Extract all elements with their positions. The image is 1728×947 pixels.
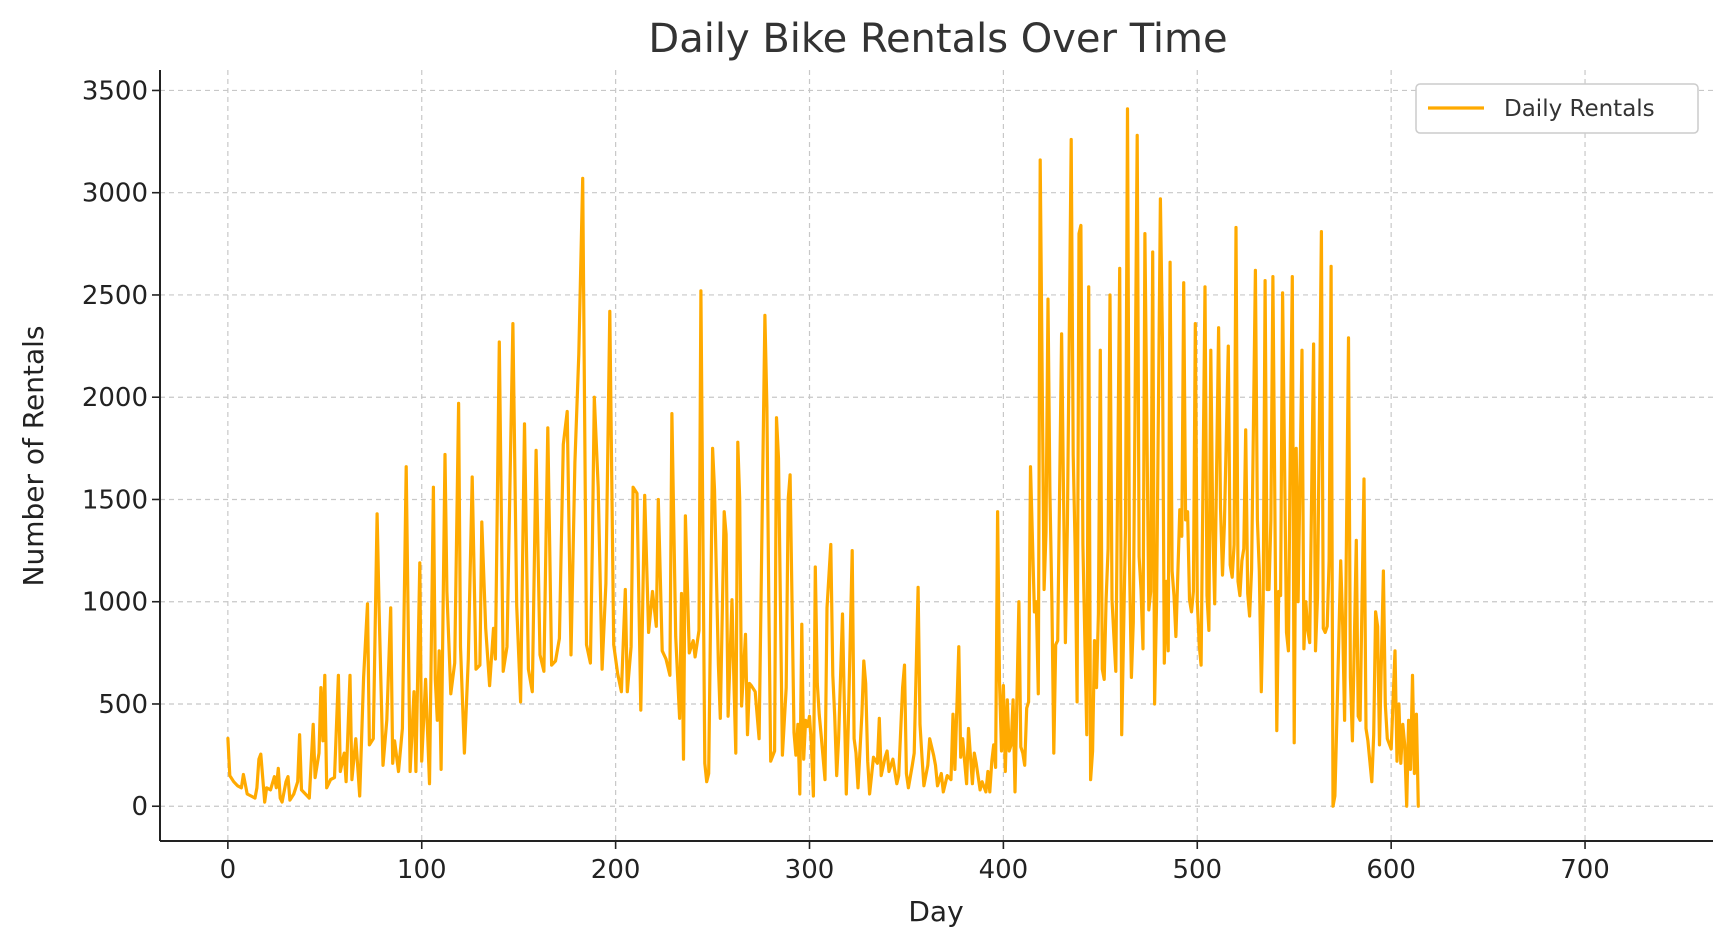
y-tick-label-3000: 3000 xyxy=(82,179,148,209)
series-layer xyxy=(226,107,1420,808)
y-tick-label-0: 0 xyxy=(131,792,148,822)
legend: Daily Rentals xyxy=(1415,83,1699,134)
x-tick-label-300: 300 xyxy=(785,855,835,885)
y-tick-label-1000: 1000 xyxy=(82,588,148,618)
x-tick-label-600: 600 xyxy=(1366,855,1416,885)
y-tick-label-500: 500 xyxy=(98,690,148,720)
x-tick-label-400: 400 xyxy=(979,855,1029,885)
axes xyxy=(159,70,1713,842)
chart-title: Daily Bike Rentals Over Time xyxy=(648,16,1227,62)
y-axis-label: Number of Rentals xyxy=(17,326,50,587)
x-axis-ticks: 0 100 200 300 400 500 600 700 xyxy=(220,841,1610,885)
legend-box xyxy=(1415,83,1699,134)
x-axis-label: Day xyxy=(908,895,963,928)
y-axis-ticks: 0 500 1000 1500 2000 2500 3000 3500 xyxy=(82,76,160,822)
y-tick-label-2500: 2500 xyxy=(82,281,148,311)
series-line-daily-rentals xyxy=(226,107,1420,808)
y-tick-label-1500: 1500 xyxy=(82,485,148,515)
legend-label-daily-rentals: Daily Rentals xyxy=(1504,96,1655,122)
x-tick-label-200: 200 xyxy=(591,855,641,885)
x-tick-label-700: 700 xyxy=(1560,855,1610,885)
y-tick-label-2000: 2000 xyxy=(82,383,148,413)
y-tick-label-3500: 3500 xyxy=(82,76,148,106)
x-tick-label-500: 500 xyxy=(1172,855,1222,885)
x-tick-label-100: 100 xyxy=(397,855,447,885)
x-tick-label-0: 0 xyxy=(220,855,237,885)
